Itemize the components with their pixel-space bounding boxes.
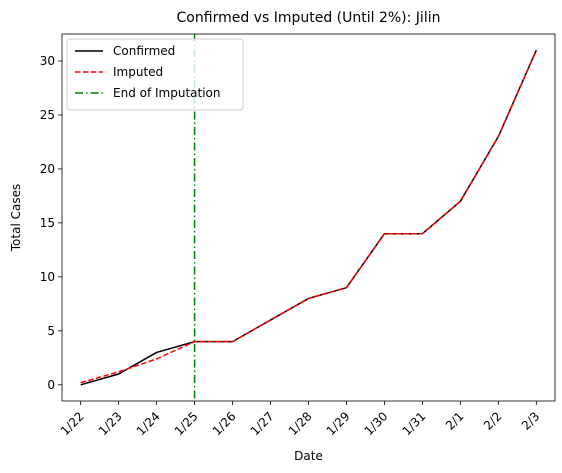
- x-tick-label: 1/22: [58, 409, 87, 438]
- legend-label: Imputed: [113, 65, 163, 79]
- y-tick-label: 0: [47, 378, 55, 392]
- x-tick-label: 1/26: [210, 409, 239, 438]
- x-tick-label: 1/30: [362, 409, 391, 438]
- chart-title: Confirmed vs Imputed (Until 2%): Jilin: [177, 10, 441, 26]
- y-tick-label: 30: [40, 54, 55, 68]
- y-axis-label: Total Cases: [9, 184, 23, 252]
- legend-label: Confirmed: [113, 44, 175, 58]
- y-tick-label: 5: [47, 324, 55, 338]
- x-tick-label: 1/28: [286, 409, 315, 438]
- y-tick-label: 15: [40, 216, 55, 230]
- x-tick-label: 2/2: [481, 409, 505, 433]
- y-tick-label: 25: [40, 108, 55, 122]
- legend-label: End of Imputation: [113, 86, 221, 100]
- x-axis: 1/22 1/23 1/24 1/25 1/26 1/27 1/28 1/29 1/30 1/31…: [58, 401, 543, 438]
- x-axis-label: Date: [294, 449, 323, 463]
- x-tick-label: 2/3: [519, 409, 543, 433]
- x-tick-label: 1/23: [96, 409, 125, 438]
- x-tick-label: 1/29: [324, 409, 353, 438]
- x-tick-label: 1/24: [134, 409, 163, 438]
- x-tick-label: 1/27: [248, 409, 277, 438]
- y-axis: 0 5 10 15 20 25 30: [40, 54, 62, 392]
- x-tick-label: 1/25: [172, 409, 201, 438]
- x-tick-label: 1/31: [400, 409, 429, 438]
- y-tick-label: 10: [40, 270, 55, 284]
- x-tick-label: 2/1: [443, 409, 467, 433]
- y-tick-label: 20: [40, 162, 55, 176]
- legend: Confirmed Imputed End of Imputation: [67, 39, 243, 110]
